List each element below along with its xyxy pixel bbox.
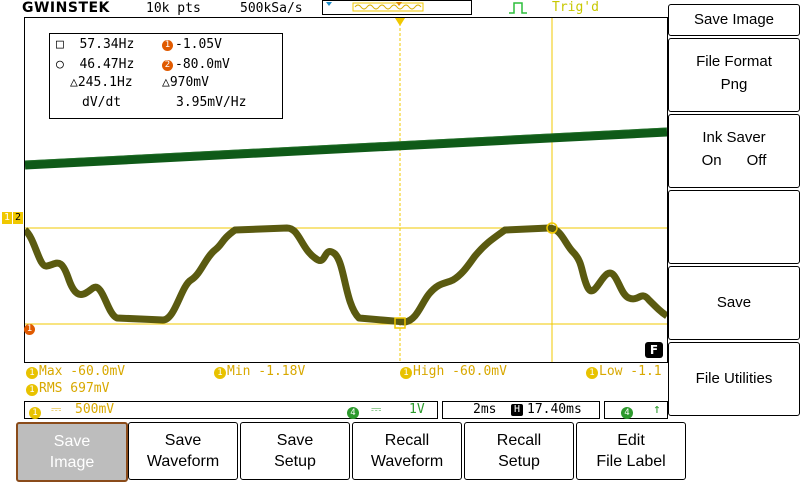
ch1-ground-marker[interactable]: 1 xyxy=(24,324,35,335)
cursor-delta-volt: 970mV xyxy=(169,75,209,90)
filter-badge: F xyxy=(645,342,663,358)
button-line1: Save xyxy=(164,432,202,449)
ch1-level-marker[interactable]: 1 xyxy=(2,212,12,224)
delta-icon: △ xyxy=(162,75,170,90)
button-line2: Waveform xyxy=(146,453,220,470)
ink-saver-on: On xyxy=(701,152,722,169)
file-format-value: Png xyxy=(720,76,748,93)
meas-max: Max -60.0mV xyxy=(39,364,126,379)
button-line1: Recall xyxy=(384,432,430,449)
cursor-circle-icon: ○ xyxy=(56,57,64,72)
ch4-scale: 1V xyxy=(409,402,425,417)
button-line1: Recall xyxy=(496,432,542,449)
meas-high: High -60.0mV xyxy=(413,364,507,379)
ch4-icon: 4 xyxy=(347,407,359,419)
side-menu: Save Image File Format Png Ink Saver On … xyxy=(668,4,800,424)
meas-low: Low -1.1 xyxy=(599,364,662,379)
channel-status-bar: 1 ⎓ 500mV 4 ⎓ 1V 2ms H 17.40ms 4 ↑ xyxy=(24,401,668,419)
meas-min: Min -1.18V xyxy=(227,364,306,379)
ch2-circle-icon: 2 xyxy=(162,60,173,71)
ch2-trace xyxy=(25,127,667,170)
side-menu-title: Save Image xyxy=(668,4,800,36)
button-line1: Save xyxy=(276,432,314,449)
dvdt-value: 3.95mV/Hz xyxy=(176,95,247,110)
cursor-freq-2: 46.47Hz xyxy=(79,57,135,72)
ch4-icon: 4 xyxy=(621,407,633,419)
rising-edge-icon: ↑ xyxy=(653,402,661,417)
cursor-readout-box: □ 57.34Hz 1 -1.05V ○ 46.47Hz 2 -80.0mV △24… xyxy=(49,33,283,119)
cursor-freq-1: 57.34Hz xyxy=(79,37,135,52)
trigger-source-segment[interactable]: 4 ↑ xyxy=(604,401,668,419)
timebase: 2ms xyxy=(473,402,497,417)
ch1-icon: 1 xyxy=(400,367,412,379)
ch1-icon: 1 xyxy=(29,407,41,419)
save-button[interactable]: Save xyxy=(668,266,800,340)
horizontal-scale-segment[interactable]: 2ms H 17.40ms xyxy=(442,401,600,419)
cursor-circle-marker xyxy=(546,222,558,234)
button-line2: Waveform xyxy=(370,453,444,470)
file-utilities-button[interactable]: File Utilities xyxy=(668,342,800,416)
memory-position-bar xyxy=(322,0,472,15)
ch1-icon: 1 xyxy=(26,367,38,379)
vertical-scale-segment[interactable]: 1 ⎓ 500mV 4 ⎓ 1V xyxy=(24,401,438,419)
button-line2: Setup xyxy=(274,453,316,470)
cursor-volt-1: -1.05V xyxy=(175,37,222,52)
ch2-level-marker[interactable]: 2 xyxy=(13,212,23,224)
cursor-square-marker xyxy=(394,317,406,329)
empty-menu-slot xyxy=(668,190,800,264)
cursor-volt-2: -80.0mV xyxy=(175,57,230,72)
ch1-trace xyxy=(25,224,667,326)
meas-rms: RMS 697mV xyxy=(39,381,110,396)
brand-logo: GWINSTEK xyxy=(22,0,110,16)
horizontal-delay: 17.40ms xyxy=(527,402,582,417)
file-format-label: File Format xyxy=(696,53,772,70)
sample-rate: 500kSa/s xyxy=(240,1,303,16)
ch1-icon: 1 xyxy=(214,367,226,379)
ink-saver-button[interactable]: Ink Saver On Off xyxy=(668,114,800,188)
ch1-icon: 1 xyxy=(586,367,598,379)
waveform-canvas xyxy=(25,18,667,362)
button-line2: Setup xyxy=(498,453,540,470)
trigger-position-marker xyxy=(395,18,405,26)
button-line1: Edit xyxy=(617,432,645,449)
file-format-button[interactable]: File Format Png xyxy=(668,38,800,112)
ink-saver-off: Off xyxy=(746,152,767,169)
dc-coupling-icon: ⎓ xyxy=(371,402,382,417)
trigger-status: Trig'd xyxy=(552,0,599,15)
trigger-edge-icon xyxy=(509,2,527,14)
waveform-display[interactable]: □ 57.34Hz 1 -1.05V ○ 46.47Hz 2 -80.0mV △24… xyxy=(24,17,668,363)
horizontal-position-icon: H xyxy=(511,404,523,416)
dvdt-label: dV/dt xyxy=(82,95,122,110)
ch1-scale: 500mV xyxy=(75,402,115,417)
button-line2: Image xyxy=(49,454,95,471)
recall-setup-tab[interactable]: Recall Setup xyxy=(464,422,574,480)
auto-measurements-bar: 1 Max -60.0mV 1 Min -1.18V 1 High -60.0mV 1… xyxy=(24,362,666,398)
button-line1: Save xyxy=(53,433,91,450)
record-length: 10k pts xyxy=(146,1,201,16)
recall-waveform-tab[interactable]: Recall Waveform xyxy=(352,422,462,480)
save-setup-tab[interactable]: Save Setup xyxy=(240,422,350,480)
save-image-tab[interactable]: Save Image xyxy=(16,422,128,482)
edit-file-label-tab[interactable]: Edit File Label xyxy=(576,422,686,480)
ch1-circle-icon: 1 xyxy=(162,40,173,51)
ink-saver-label: Ink Saver xyxy=(702,129,766,146)
button-line2: File Label xyxy=(596,453,666,470)
delta-icon: △ xyxy=(70,75,78,90)
cursor-delta-freq: 245.1Hz xyxy=(77,75,133,90)
dc-coupling-icon: ⎓ xyxy=(51,402,62,417)
cursor-square-icon: □ xyxy=(56,37,64,52)
top-status-bar: GWINSTEK 10k pts 500kSa/s Trig'd xyxy=(0,0,668,18)
save-waveform-tab[interactable]: Save Waveform xyxy=(128,422,238,480)
ch1-icon: 1 xyxy=(26,384,38,396)
